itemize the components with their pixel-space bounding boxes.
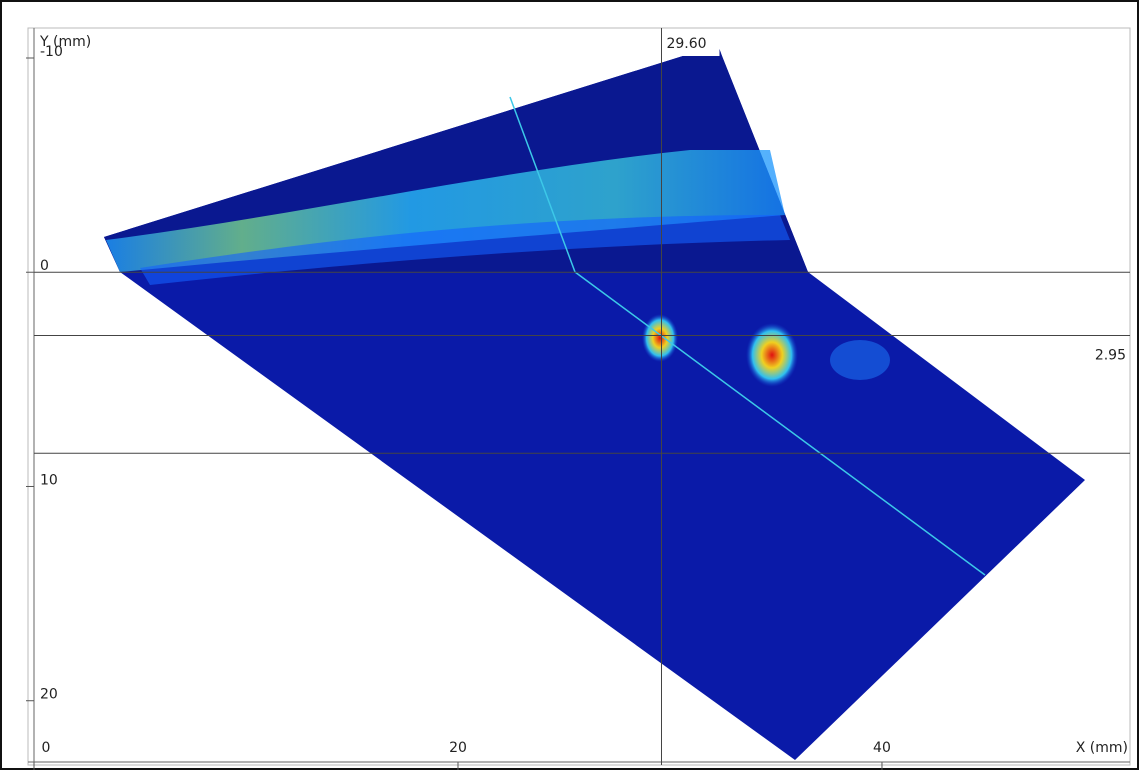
x-axis-label: X (mm) [1076, 740, 1128, 756]
x-tick-label: 40 [873, 740, 891, 756]
scan-view: Y (mm) X (mm) -1001020020402.9529.60 [0, 0, 1140, 771]
y-cursor-label: 2.95 [1095, 347, 1126, 363]
y-tick-label: -10 [40, 44, 63, 60]
indication [746, 323, 798, 387]
x-tick-label: 20 [449, 740, 467, 756]
y-tick-label: 20 [40, 687, 58, 703]
x-cursor-label: 29.60 [666, 36, 706, 52]
y-tick-label: 10 [40, 472, 58, 488]
x-tick-label: 0 [42, 740, 51, 756]
noise [830, 340, 890, 380]
indication [642, 314, 678, 362]
